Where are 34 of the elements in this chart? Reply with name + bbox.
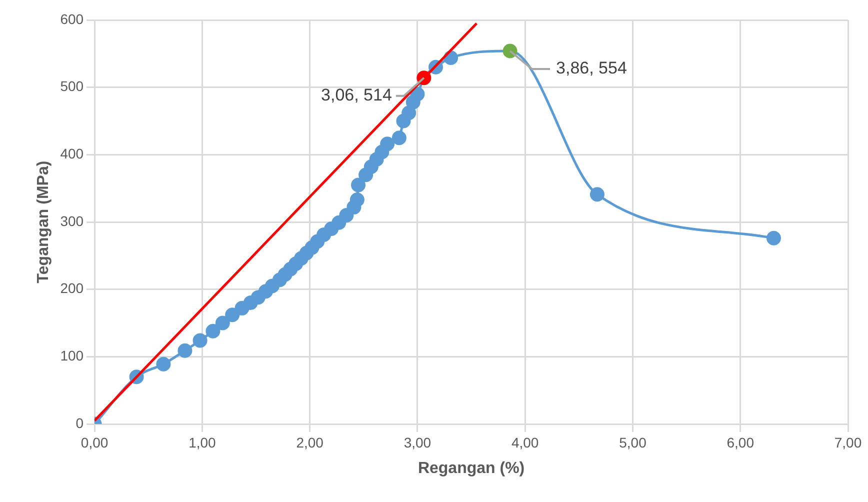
- point: [766, 230, 781, 246]
- x-tick-label: 0,00: [80, 434, 108, 450]
- y-tick-label: 0: [76, 414, 84, 431]
- annotation: 3,86, 554: [556, 58, 627, 78]
- annotation: 3,06, 514: [321, 86, 392, 105]
- point: [206, 324, 220, 338]
- point: [225, 308, 240, 322]
- point: [339, 208, 354, 223]
- point: [380, 136, 395, 152]
- y-tick-label: 200: [60, 280, 84, 296]
- y-tick-label: 300: [60, 212, 84, 229]
- point: [350, 192, 364, 208]
- y-tick-label: 100: [60, 348, 84, 364]
- x-tick-label: 7,00: [834, 434, 862, 450]
- point: [590, 187, 604, 202]
- y-tick-label: 500: [60, 78, 84, 94]
- x-tick-label: 6,00: [726, 434, 754, 450]
- x-axis-title: Regangan (%): [418, 460, 525, 477]
- x-tick-label: 5,00: [619, 434, 647, 450]
- point: [351, 178, 366, 192]
- x-tick-label: 4,00: [511, 434, 539, 450]
- point: [192, 333, 208, 348]
- point: [215, 316, 230, 330]
- point: [392, 130, 406, 146]
- x-tick-label: 1,00: [188, 434, 216, 450]
- y-tick-label: 600: [60, 10, 84, 27]
- point: [410, 86, 425, 102]
- y-axis-title: Tegangan (MPa): [35, 160, 52, 284]
- x-tick-label: 2,00: [296, 434, 324, 450]
- y-tick-label: 400: [60, 146, 84, 162]
- point: [402, 106, 416, 120]
- x-tick-label: 3,00: [404, 434, 432, 450]
- point: [156, 356, 171, 372]
- point: [178, 343, 192, 358]
